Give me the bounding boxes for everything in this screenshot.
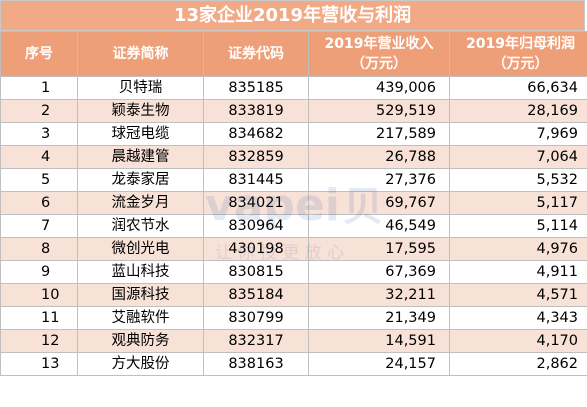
cell-name: 龙泰家居: [77, 168, 204, 192]
header-code: 证券代码: [203, 31, 309, 77]
cell-code: 835185: [203, 76, 309, 100]
table-row: 3 球冠电缆 834682 217,589 7,969: [0, 122, 587, 146]
table-row: 5 龙泰家居 831445 27,376 5,532: [0, 168, 587, 192]
cell-profit: 4,571: [449, 283, 587, 307]
table-row: 11 艾融软件 830799 21,349 4,343: [0, 306, 587, 330]
cell-revenue: 529,519: [308, 99, 450, 123]
cell-code: 838163: [203, 352, 309, 376]
data-table: 序号 证券简称 证券代码 2019年营业收入 （万元） 2019年归母利润 （万元）…: [0, 31, 587, 376]
cell-profit: 4,343: [449, 306, 587, 330]
header-index: 序号: [0, 31, 78, 77]
cell-index: 13: [0, 352, 78, 376]
cell-index: 4: [0, 145, 78, 169]
cell-code: 832317: [203, 329, 309, 353]
cell-code: 834021: [203, 191, 309, 215]
cell-name: 观典防务: [77, 329, 204, 353]
cell-revenue: 21,349: [308, 306, 450, 330]
cell-code: 832859: [203, 145, 309, 169]
cell-index: 2: [0, 99, 78, 123]
cell-code: 830815: [203, 260, 309, 284]
cell-revenue: 217,589: [308, 122, 450, 146]
cell-code: 834682: [203, 122, 309, 146]
cell-profit: 4,911: [449, 260, 587, 284]
header-row: 序号 证券简称 证券代码 2019年营业收入 （万元） 2019年归母利润 （万元）: [0, 31, 587, 77]
cell-code: 430198: [203, 237, 309, 261]
cell-revenue: 67,369: [308, 260, 450, 284]
header-revenue: 2019年营业收入 （万元）: [308, 31, 450, 77]
cell-index: 10: [0, 283, 78, 307]
cell-profit: 4,976: [449, 237, 587, 261]
cell-code: 835184: [203, 283, 309, 307]
cell-profit: 7,064: [449, 145, 587, 169]
cell-index: 3: [0, 122, 78, 146]
table-body: 1 贝特瑞 835185 439,006 66,634 2 颖泰生物 833819 529,51…: [0, 76, 587, 376]
cell-profit: 4,170: [449, 329, 587, 353]
cell-profit: 5,532: [449, 168, 587, 192]
table-row: 1 贝特瑞 835185 439,006 66,634: [0, 76, 587, 100]
cell-revenue: 46,549: [308, 214, 450, 238]
cell-name: 贝特瑞: [77, 76, 204, 100]
cell-code: 830799: [203, 306, 309, 330]
table-row: 8 微创光电 430198 17,595 4,976: [0, 237, 587, 261]
table-row: 12 观典防务 832317 14,591 4,170: [0, 329, 587, 353]
cell-profit: 5,117: [449, 191, 587, 215]
cell-code: 830964: [203, 214, 309, 238]
cell-profit: 66,634: [449, 76, 587, 100]
cell-profit: 7,969: [449, 122, 587, 146]
cell-index: 12: [0, 329, 78, 353]
cell-name: 晨越建管: [77, 145, 204, 169]
cell-index: 6: [0, 191, 78, 215]
cell-index: 1: [0, 76, 78, 100]
cell-name: 微创光电: [77, 237, 204, 261]
cell-name: 颖泰生物: [77, 99, 204, 123]
cell-code: 833819: [203, 99, 309, 123]
cell-revenue: 17,595: [308, 237, 450, 261]
table-row: 9 蓝山科技 830815 67,369 4,911: [0, 260, 587, 284]
cell-index: 11: [0, 306, 78, 330]
cell-name: 润农节水: [77, 214, 204, 238]
header-profit-unit: （万元）: [492, 56, 549, 72]
cell-index: 5: [0, 168, 78, 192]
cell-revenue: 32,211: [308, 283, 450, 307]
cell-revenue: 14,591: [308, 329, 450, 353]
cell-revenue: 27,376: [308, 168, 450, 192]
cell-index: 8: [0, 237, 78, 261]
cell-name: 方大股份: [77, 352, 204, 376]
table-row: 13 方大股份 838163 24,157 2,862: [0, 352, 587, 376]
cell-name: 艾融软件: [77, 306, 204, 330]
table-title: 13家企业2019年营收与利润: [0, 0, 585, 31]
table-row: 6 流金岁月 834021 69,767 5,117: [0, 191, 587, 215]
header-profit: 2019年归母利润 （万元）: [449, 31, 587, 77]
cell-revenue: 24,157: [308, 352, 450, 376]
cell-name: 球冠电缆: [77, 122, 204, 146]
table-row: 2 颖泰生物 833819 529,519 28,169: [0, 99, 587, 123]
table-row: 4 晨越建管 832859 26,788 7,064: [0, 145, 587, 169]
cell-profit: 28,169: [449, 99, 587, 123]
cell-code: 831445: [203, 168, 309, 192]
header-name: 证券简称: [77, 31, 204, 77]
cell-name: 蓝山科技: [77, 260, 204, 284]
cell-revenue: 69,767: [308, 191, 450, 215]
cell-name: 国源科技: [77, 283, 204, 307]
table-row: 7 润农节水 830964 46,549 5,114: [0, 214, 587, 238]
cell-profit: 2,862: [449, 352, 587, 376]
cell-revenue: 439,006: [308, 76, 450, 100]
cell-revenue: 26,788: [308, 145, 450, 169]
cell-index: 7: [0, 214, 78, 238]
cell-index: 9: [0, 260, 78, 284]
cell-name: 流金岁月: [77, 191, 204, 215]
table-row: 10 国源科技 835184 32,211 4,571: [0, 283, 587, 307]
header-revenue-unit: （万元）: [351, 56, 407, 72]
cell-profit: 5,114: [449, 214, 587, 238]
